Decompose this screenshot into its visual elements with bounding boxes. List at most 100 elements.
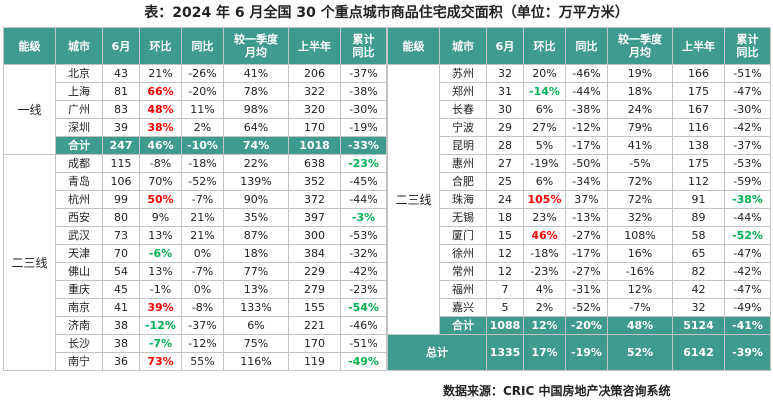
table-row: 一线 北京 43 21% -26% 41% 206 -37%	[3, 64, 387, 155]
june-cell: 83	[102, 100, 140, 119]
yoy-cell: -7%	[181, 190, 224, 209]
header-cell: 环比	[523, 27, 566, 65]
h1-cell: 89	[672, 208, 725, 227]
header-cell: 城市	[55, 27, 103, 65]
vs-q1-cell: 72%	[607, 190, 673, 209]
city-cell: 杭州	[55, 190, 103, 209]
h1-cell: 397	[288, 208, 341, 227]
yoy-cell: -10%	[181, 136, 224, 155]
mom-cell: -19%	[523, 154, 566, 173]
city-cell: 长沙	[55, 334, 103, 353]
cum-yoy-cell: -42%	[340, 262, 387, 281]
june-cell: 38	[102, 316, 140, 335]
mom-cell: 6%	[523, 100, 566, 119]
table-row: 合肥 25 6% -34% 72% 112 -59%	[388, 172, 771, 191]
cum-yoy-cell: -30%	[724, 100, 771, 119]
mom-cell: 39%	[139, 298, 182, 317]
table-row: 南京 41 39% -8% 133% 155 -54%	[4, 298, 387, 317]
cum-yoy-cell: -49%	[340, 352, 387, 371]
city-cell: 南宁	[55, 352, 103, 371]
vs-q1-cell: 41%	[607, 136, 673, 155]
h1-cell: 82	[672, 262, 725, 281]
mom-cell: 46%	[139, 136, 182, 155]
city-cell: 合计	[55, 136, 103, 155]
june-cell: 29	[486, 118, 524, 137]
table-row: 长春 30 6% -38% 24% 167 -30%	[388, 100, 771, 119]
h1-cell: 638	[288, 154, 341, 173]
vs-q1-cell: 52%	[607, 334, 673, 371]
yoy-cell: 21%	[181, 208, 224, 227]
vs-q1-cell: 75%	[223, 334, 289, 353]
vs-q1-cell: 74%	[223, 136, 289, 155]
june-cell: 41	[102, 298, 140, 317]
city-cell: 南京	[55, 298, 103, 317]
right-data-table: 能级 城市 6月 环比 同比 较一季度 月均 上半年 累计 同比 二三线 苏州 32 20% -46%…	[387, 27, 771, 371]
cum-yoy-cell: -46%	[340, 316, 387, 335]
vs-q1-cell: 90%	[223, 190, 289, 209]
vs-q1-cell: 22%	[223, 154, 289, 173]
city-cell: 佛山	[55, 262, 103, 281]
june-cell: 43	[102, 64, 140, 83]
h1-cell: 372	[288, 190, 341, 209]
vs-q1-cell: -5%	[607, 154, 673, 173]
vs-q1-cell: 77%	[223, 262, 289, 281]
vs-q1-cell: 32%	[607, 208, 673, 227]
table-title: 表：2024 年 6 月全国 30 个重点城市商品住宅成交面积（单位：万平方米）	[144, 5, 629, 21]
june-cell: 115	[102, 154, 140, 173]
h1-cell: 229	[288, 262, 341, 281]
mom-cell: -12%	[139, 316, 182, 335]
header-cell: 上半年	[672, 27, 725, 65]
header-cell: 累计 同比	[340, 27, 387, 65]
cum-yoy-cell: -42%	[724, 262, 771, 281]
june-cell: 30	[486, 100, 524, 119]
cum-yoy-cell: -52%	[724, 226, 771, 245]
h1-cell: 320	[288, 100, 341, 119]
table-row: 宁波 29 27% -12% 79% 116 -42%	[388, 118, 771, 137]
h1-cell: 138	[672, 136, 725, 155]
table-row: 重庆 45 -1% 0% 13% 279 -23%	[4, 280, 387, 299]
city-cell: 昆明	[439, 136, 487, 155]
yoy-cell: 0%	[181, 280, 224, 299]
cum-yoy-cell: -38%	[724, 190, 771, 209]
header-cell: 上半年	[288, 27, 341, 65]
mom-cell: -1%	[139, 280, 182, 299]
city-cell: 北京	[55, 64, 103, 83]
city-cell: 长春	[439, 100, 487, 119]
cum-yoy-cell: -37%	[724, 136, 771, 155]
june-cell: 39	[102, 118, 140, 137]
june-cell: 25	[486, 172, 524, 191]
mom-cell: 4%	[523, 280, 566, 299]
table-row: 厦门 15 46% -27% 108% 58 -52%	[388, 226, 771, 245]
header-cell: 累计 同比	[724, 27, 771, 65]
yoy-cell: -17%	[565, 244, 608, 263]
yoy-cell: -12%	[181, 334, 224, 353]
yoy-cell: -18%	[181, 154, 224, 173]
table-row: 长沙 38 -7% -12% 75% 170 -51%	[4, 334, 387, 353]
h1-cell: 221	[288, 316, 341, 335]
june-cell: 36	[102, 352, 140, 371]
vs-q1-cell: 139%	[223, 172, 289, 191]
h1-cell: 279	[288, 280, 341, 299]
table-row: 徐州 12 -18% -17% 16% 65 -47%	[388, 244, 771, 263]
subtotal-row: 合计 1088 12% -20% 48% 5124 -41%	[388, 316, 771, 335]
june-cell: 73	[102, 226, 140, 245]
mom-cell: 66%	[139, 82, 182, 101]
h1-cell: 300	[288, 226, 341, 245]
city-cell: 武汉	[55, 226, 103, 245]
yoy-cell: -27%	[565, 226, 608, 245]
h1-cell: 175	[672, 154, 725, 173]
cum-yoy-cell: -3%	[340, 208, 387, 227]
june-cell: 27	[486, 154, 524, 173]
cum-yoy-cell: -47%	[724, 82, 771, 101]
table-row: 常州 12 -23% -27% -16% 82 -42%	[388, 262, 771, 281]
header-cell: 能级	[387, 27, 440, 65]
h1-cell: 58	[672, 226, 725, 245]
vs-q1-cell: 133%	[223, 298, 289, 317]
mom-cell: -23%	[523, 262, 566, 281]
yoy-cell: -44%	[565, 82, 608, 101]
vs-q1-cell: 35%	[223, 208, 289, 227]
yoy-cell: 21%	[181, 226, 224, 245]
city-cell: 珠海	[439, 190, 487, 209]
right-header-row: 能级 城市 6月 环比 同比 较一季度 月均 上半年 累计 同比	[387, 27, 771, 65]
june-cell: 106	[102, 172, 140, 191]
